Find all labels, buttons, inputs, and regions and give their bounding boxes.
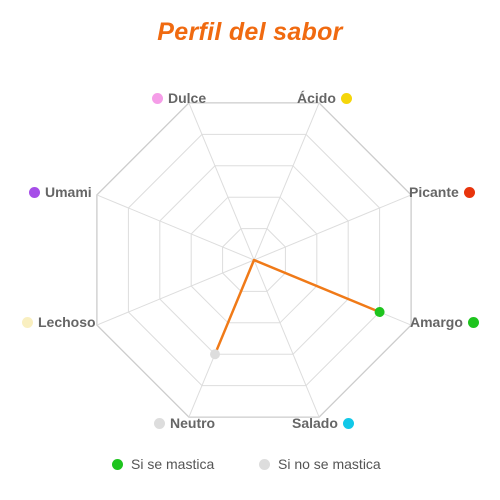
series-area-0 xyxy=(213,258,381,356)
data-point-4 xyxy=(210,349,220,360)
axis-label-text-7: Dulce xyxy=(168,90,207,106)
axis-dot-5 xyxy=(22,316,33,328)
axis-label-text-5: Lechoso xyxy=(38,314,96,330)
axis-dot-4 xyxy=(154,417,165,429)
axis-label-5: Lechoso xyxy=(22,314,96,330)
spoke-0 xyxy=(253,102,320,261)
axis-label-text-1: Picante xyxy=(409,184,459,200)
spoke-3 xyxy=(253,259,320,418)
axis-label-text-2: Amargo xyxy=(410,314,463,330)
axis-dot-2 xyxy=(467,316,479,328)
spoke-6 xyxy=(96,194,255,261)
axis-dot-6 xyxy=(29,186,40,198)
axis-label-0: Ácido xyxy=(297,90,352,106)
legend-item-not-chewed: Si no se mastica xyxy=(259,456,381,472)
axis-label-7: Dulce xyxy=(152,90,206,106)
spoke-1 xyxy=(253,194,412,261)
legend-chewed-dot xyxy=(112,458,123,470)
axis-dot-0 xyxy=(340,92,352,104)
axis-label-text-4: Neutro xyxy=(170,415,216,431)
axis-label-1: Picante xyxy=(409,184,475,200)
legend-not-chewed-dot xyxy=(259,458,270,470)
axis-label-text-6: Umami xyxy=(45,184,92,200)
axis-label-text-0: Ácido xyxy=(297,90,336,106)
data-point-2 xyxy=(374,307,385,317)
spoke-5 xyxy=(96,259,255,326)
legend-item-chewed: Si se mastica xyxy=(112,456,214,472)
axis-label-2: Amargo xyxy=(410,314,479,330)
axis-label-3: Salado xyxy=(292,415,354,431)
chart-title: Perfil del sabor xyxy=(157,18,343,46)
axis-label-4: Neutro xyxy=(154,415,215,431)
legend-chewed-label: Si se mastica xyxy=(131,456,215,472)
axis-dot-7 xyxy=(152,92,163,104)
legend-not-chewed-label: Si no se mastica xyxy=(278,456,381,472)
axis-label-6: Umami xyxy=(29,184,92,200)
spoke-7 xyxy=(188,102,255,261)
axis-dot-1 xyxy=(463,186,475,198)
axis-dot-3 xyxy=(342,417,354,429)
axis-label-text-3: Salado xyxy=(292,415,338,431)
